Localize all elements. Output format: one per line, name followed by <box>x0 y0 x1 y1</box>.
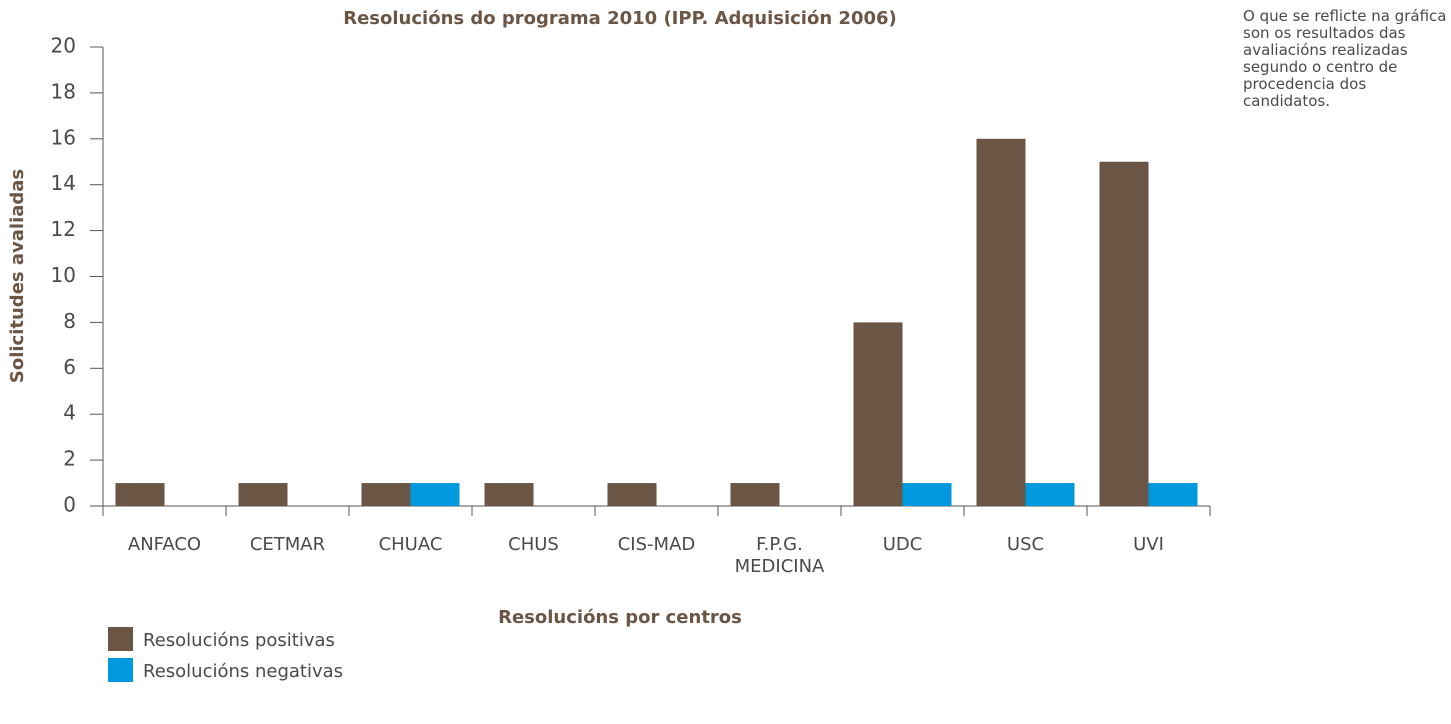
bar <box>1025 483 1075 506</box>
legend-label: Resolucións positivas <box>143 630 335 651</box>
x-tick-label: UDC <box>882 534 923 555</box>
x-tick-label: CHUS <box>508 534 559 555</box>
legend-item: Resolucións negativas <box>108 658 343 682</box>
y-tick-label: 0 <box>63 493 76 517</box>
bar <box>976 138 1026 507</box>
y-tick-label: 12 <box>51 217 76 241</box>
bar <box>361 483 411 506</box>
y-tick-label: 20 <box>51 34 76 58</box>
bar <box>1099 161 1149 506</box>
y-tick-label: 4 <box>63 401 76 425</box>
y-tick-label: 18 <box>51 79 76 103</box>
x-tick-label: UVI <box>1133 534 1164 555</box>
x-tick-label: USC <box>1006 534 1045 555</box>
bar <box>238 483 288 506</box>
legend-label: Resolucións negativas <box>143 661 344 682</box>
y-tick-label: 10 <box>51 263 76 287</box>
legend-item: Resolucións positivas <box>108 627 335 651</box>
bar <box>484 483 534 506</box>
chart-title: Resolucións do programa 2010 (IPP. Adqui… <box>343 8 897 29</box>
bar <box>853 322 903 506</box>
legend-swatch <box>108 658 133 682</box>
x-tick-label: F.P.G. MEDICINA <box>734 534 825 577</box>
bar <box>115 483 165 506</box>
bar <box>1148 483 1198 506</box>
legend-swatch <box>108 627 133 651</box>
x-tick-label: CIS-MAD <box>617 534 696 555</box>
y-tick-label: 2 <box>63 447 76 471</box>
bar <box>730 483 780 506</box>
bar <box>902 483 952 506</box>
x-tick-label: CETMAR <box>249 534 326 555</box>
y-tick-label: 6 <box>63 355 76 379</box>
bar <box>607 483 657 506</box>
x-tick-label: ANFACO <box>127 534 202 555</box>
y-axis-label: Solicitudes avaliadas <box>7 169 28 383</box>
x-axis-label: Resolucións por centros <box>498 607 742 628</box>
y-tick-label: 16 <box>51 125 76 149</box>
bar <box>410 483 460 506</box>
annotation: O que se reflicte na gráfica son os resu… <box>1243 7 1447 110</box>
x-tick-label: CHUAC <box>378 534 443 555</box>
y-tick-label: 14 <box>51 171 76 195</box>
y-tick-label: 8 <box>63 309 76 333</box>
